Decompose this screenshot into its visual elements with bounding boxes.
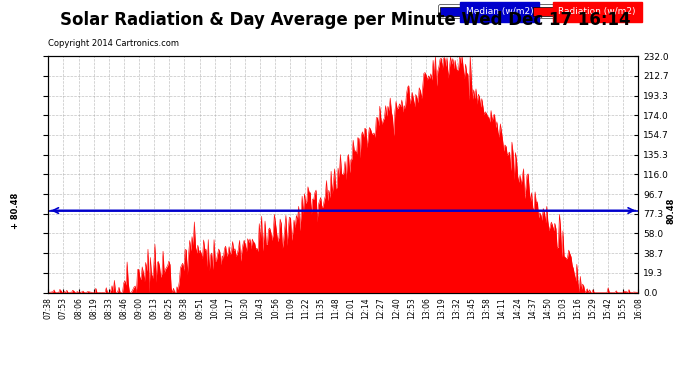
Legend: Median (w/m2), Radiation (w/m2): Median (w/m2), Radiation (w/m2): [438, 4, 638, 18]
Text: Solar Radiation & Day Average per Minute Wed Dec 17 16:14: Solar Radiation & Day Average per Minute…: [60, 11, 630, 29]
Text: + 80.48: + 80.48: [11, 192, 20, 229]
Text: Copyright 2014 Cartronics.com: Copyright 2014 Cartronics.com: [48, 39, 179, 48]
Text: 80.48: 80.48: [667, 197, 676, 224]
